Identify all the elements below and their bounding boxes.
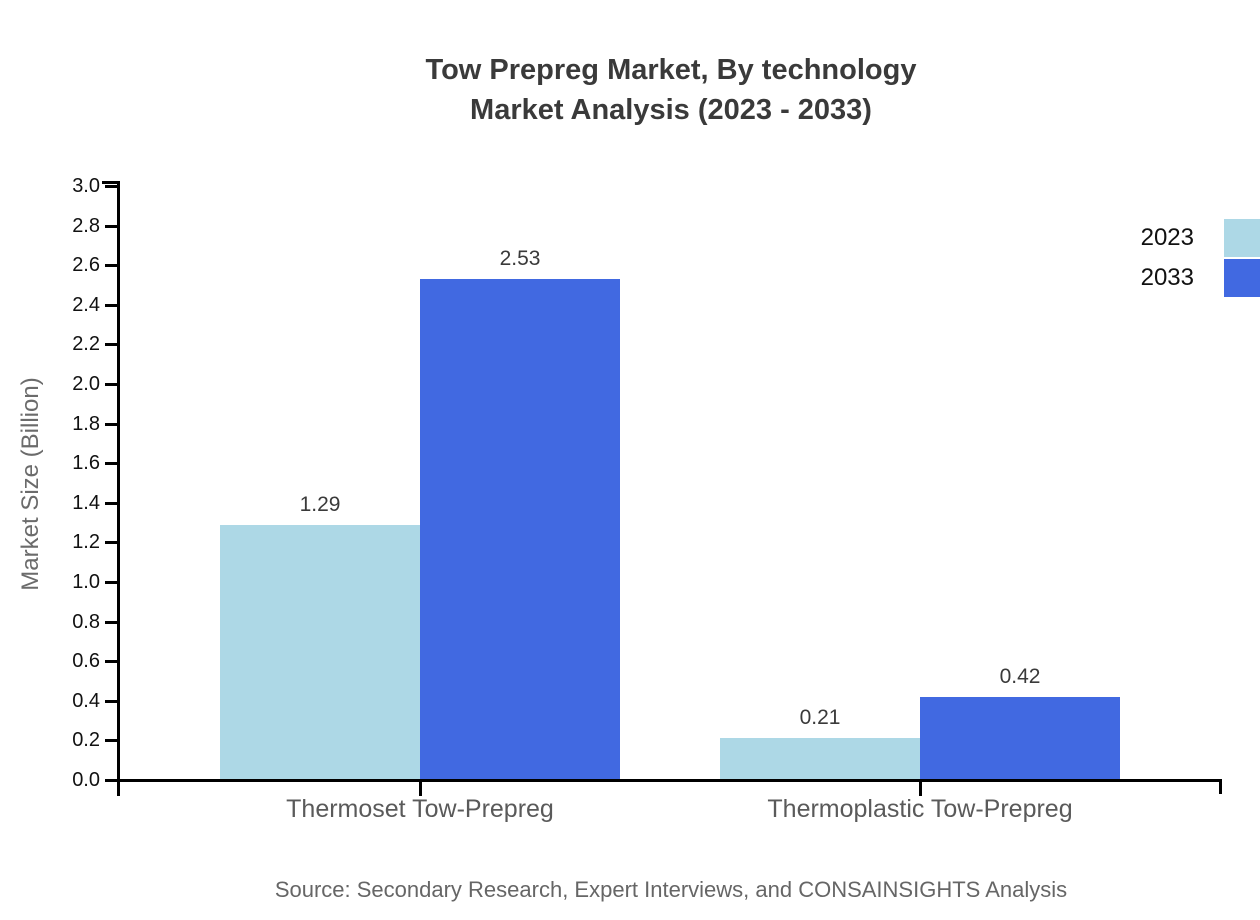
y-tick-label: 2.8 xyxy=(72,215,100,237)
y-axis-line xyxy=(117,181,120,796)
bar-2023-0 xyxy=(220,525,420,780)
y-tick-mark xyxy=(105,264,120,267)
chart-subtitle: Market Analysis (2023 - 2033) xyxy=(470,94,872,126)
bar-2033-1 xyxy=(920,697,1120,780)
bar-value-label: 0.42 xyxy=(999,665,1041,688)
legend-swatch xyxy=(1224,259,1260,297)
y-tick-mark xyxy=(105,423,120,426)
x-axis-right-cap xyxy=(1219,779,1222,794)
y-tick-mark xyxy=(105,739,120,742)
x-tick-mark xyxy=(919,782,922,796)
y-tick-label: 1.8 xyxy=(72,413,100,435)
y-tick-mark xyxy=(105,779,120,782)
y-tick-label: 0.6 xyxy=(72,650,100,672)
y-tick-label: 2.6 xyxy=(72,254,100,276)
y-tick-label: 1.2 xyxy=(72,531,100,553)
y-tick-label: 1.0 xyxy=(72,571,100,593)
y-tick-mark xyxy=(105,383,120,386)
y-tick-mark xyxy=(105,700,120,703)
bar-value-label: 1.29 xyxy=(299,493,341,516)
y-tick-label: 2.0 xyxy=(72,373,100,395)
y-tick-mark xyxy=(105,541,120,544)
y-tick-mark xyxy=(105,185,120,188)
bar-value-label: 0.21 xyxy=(799,706,841,729)
chart-title: Tow Prepreg Market, By technology xyxy=(425,54,917,86)
y-tick-label: 0.8 xyxy=(72,611,100,633)
legend-label: 2033 xyxy=(1140,264,1194,291)
y-tick-mark xyxy=(105,660,120,663)
y-tick-mark xyxy=(105,502,120,505)
y-tick-mark xyxy=(105,304,120,307)
category-label: Thermoset Tow-Prepreg xyxy=(286,795,554,823)
bar-2033-0 xyxy=(420,279,620,780)
bar-value-label: 2.53 xyxy=(499,247,541,270)
legend-row: 2023 xyxy=(1141,218,1260,258)
legend: 2023 2033 xyxy=(1141,218,1260,298)
legend-row: 2033 xyxy=(1141,258,1260,298)
y-tick-label: 2.2 xyxy=(72,333,100,355)
y-tick-label: 0.2 xyxy=(72,729,100,751)
x-axis-line xyxy=(117,779,1222,782)
y-tick-label: 3.0 xyxy=(72,175,100,197)
y-axis-top-cap xyxy=(102,181,120,184)
y-tick-mark xyxy=(105,581,120,584)
source-note: Source: Secondary Research, Expert Inter… xyxy=(274,877,1068,902)
bar-2023-1 xyxy=(720,738,920,780)
chart-title-block: Tow Prepreg Market, By technology Market… xyxy=(120,50,1222,130)
y-tick-label: 1.6 xyxy=(72,452,100,474)
y-tick-mark xyxy=(105,621,120,624)
x-tick-mark xyxy=(419,782,422,796)
y-tick-mark xyxy=(105,225,120,228)
legend-swatch xyxy=(1224,219,1260,257)
y-tick-mark xyxy=(105,343,120,346)
legend-label: 2023 xyxy=(1140,224,1194,251)
y-tick-label: 1.4 xyxy=(72,492,100,514)
category-label: Thermoplastic Tow-Prepreg xyxy=(767,795,1073,823)
y-tick-label: 0.0 xyxy=(72,769,100,791)
y-tick-mark xyxy=(105,462,120,465)
y-tick-label: 0.4 xyxy=(72,690,100,712)
y-tick-label: 2.4 xyxy=(72,294,100,316)
